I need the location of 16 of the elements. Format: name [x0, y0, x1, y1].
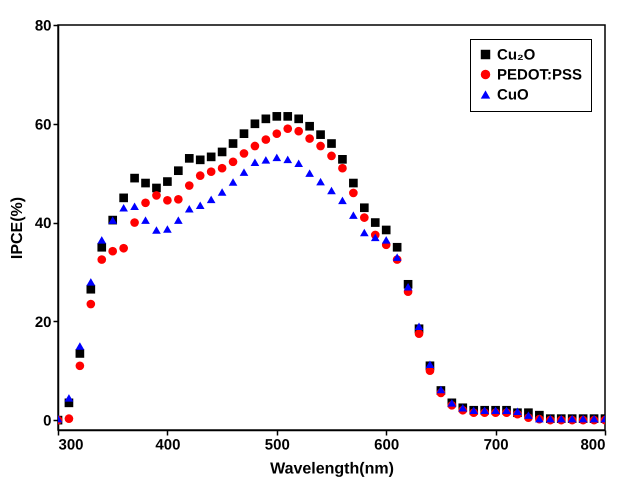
y-tick-label: 20 — [34, 314, 52, 331]
x-tick-label: 400 — [155, 436, 180, 454]
x-tick-label: 500 — [264, 436, 290, 454]
x-tick-label: 600 — [374, 436, 400, 454]
y-axis-title: IPCE(%) — [8, 196, 26, 260]
legend-label: Cu₂O — [497, 46, 536, 64]
x-tick-label: 700 — [484, 436, 509, 454]
x-tick-label: 300 — [58, 436, 84, 454]
y-tick-label: 60 — [34, 116, 52, 134]
legend-label: PEDOT:PSS — [497, 66, 582, 84]
y-tick-label: 80 — [34, 18, 52, 34]
x-tick-label: 800 — [580, 436, 606, 454]
x-axis-title: Wavelength(nm) — [270, 460, 394, 478]
legend-label: CuO — [497, 86, 529, 104]
y-tick-label: 0 — [43, 412, 52, 430]
y-tick-label: 40 — [34, 215, 52, 232]
